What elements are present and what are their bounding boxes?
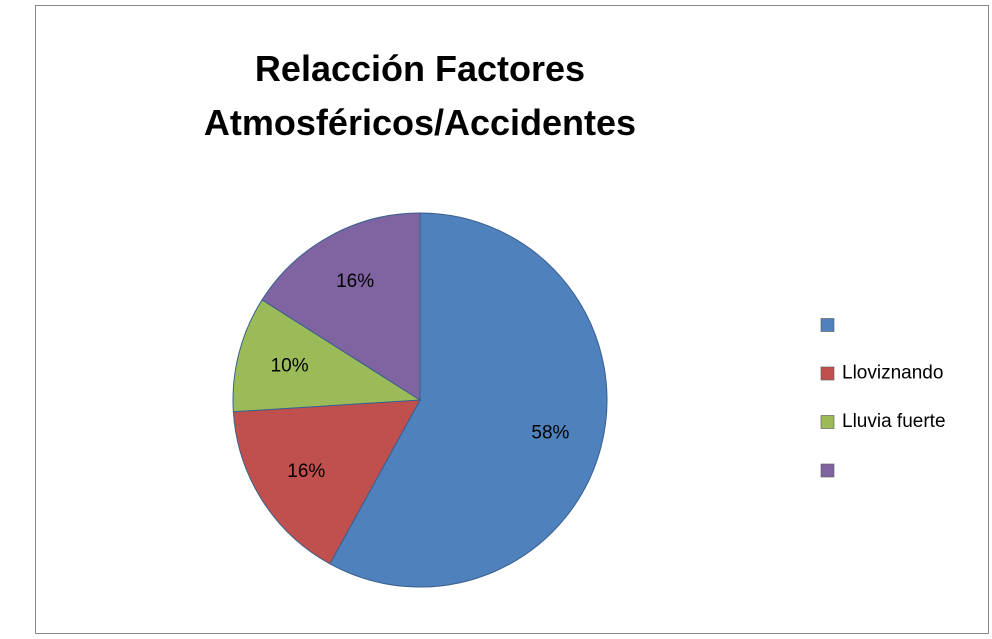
- pie-slice: [232, 399, 421, 565]
- pie-slice: [329, 212, 608, 588]
- legend-swatch: [820, 463, 835, 478]
- data-label: 10%: [271, 356, 309, 377]
- pie-slice: [261, 212, 421, 401]
- legend-label: Lloviznando: [842, 363, 943, 384]
- data-label: 16%: [287, 461, 325, 482]
- pie-slice: [232, 299, 422, 413]
- legend-swatch: [820, 318, 835, 332]
- data-label: 58%: [531, 422, 569, 443]
- data-label: 16%: [336, 271, 374, 292]
- chart-title: Relacción Factores Atmosféricos/Accident…: [203, 48, 637, 143]
- legend-swatch: [820, 415, 835, 429]
- chart-frame: [35, 5, 989, 634]
- legend-swatch: [820, 366, 835, 381]
- legend-label: Lluvia fuerte: [842, 411, 946, 432]
